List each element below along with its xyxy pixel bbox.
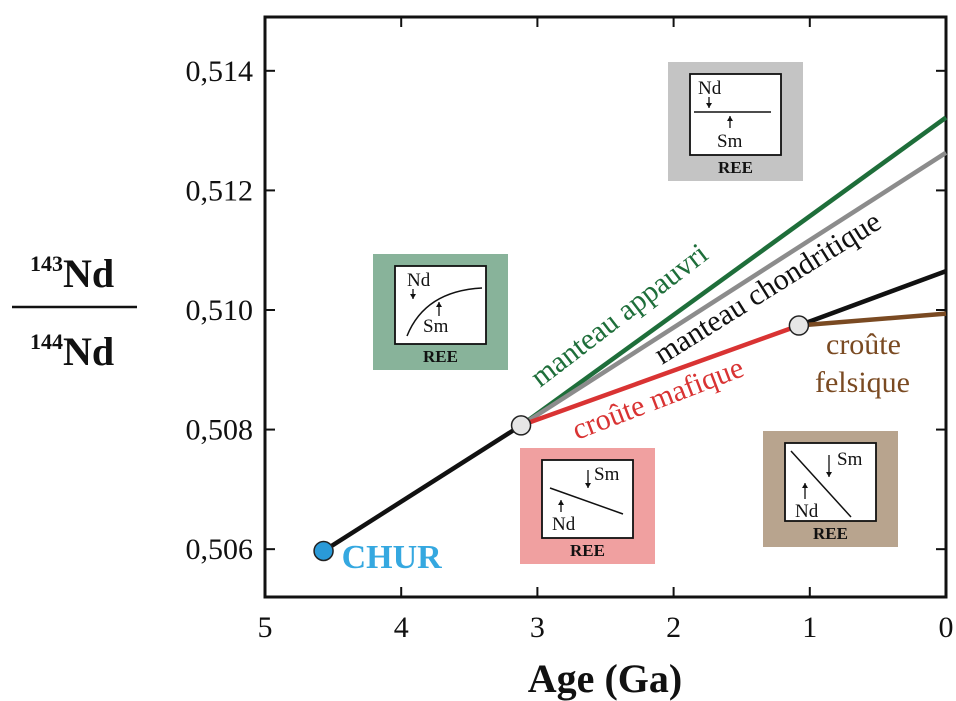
inset-up-arrow-head	[558, 500, 564, 505]
y-tick-label: 0,512	[186, 174, 254, 207]
inset-up-arrow-head	[436, 302, 442, 307]
inset-top-label: Sm	[837, 449, 863, 470]
label-felsic-2: felsique	[815, 366, 910, 399]
inset-red: REE Sm Nd	[520, 448, 655, 564]
inset-down-arrow-head	[585, 483, 591, 488]
inset-bottom-label: Sm	[423, 316, 449, 337]
y-tick-label: 0,508	[186, 414, 254, 447]
inset-brown: REE Sm Nd	[763, 431, 898, 547]
series-lines	[322, 115, 948, 553]
y-axis-bottom-element: Nd	[63, 329, 114, 374]
inset-top-label: Nd	[407, 270, 431, 291]
x-tick-label: 1	[802, 611, 817, 644]
inset-down-arrow-head	[826, 472, 832, 477]
inset-green: REE Nd Sm	[373, 254, 508, 370]
label-felsic-1: croûte	[826, 328, 901, 361]
markers: CHUR	[313, 315, 810, 576]
y-axis-top-mass: 143	[30, 251, 63, 276]
y-tick-label: 0,506	[186, 533, 254, 566]
x-tick-label: 2	[666, 611, 681, 644]
inset-bottom-label: Sm	[717, 131, 743, 152]
series-line-chur-trunk	[322, 423, 523, 553]
marker-branch-point-2	[788, 315, 810, 336]
plot-frame	[263, 15, 948, 599]
inset-down-arrow-head	[410, 294, 416, 299]
inset-top-label: Sm	[594, 464, 620, 485]
series-line-depleted-mantle	[519, 115, 948, 428]
series-line-chondritic-mantle	[519, 150, 948, 428]
series-line-felsic-crust	[798, 311, 947, 328]
svg-text:143Nd: 143Nd	[30, 251, 114, 296]
y-axis-top-element: Nd	[63, 251, 114, 296]
inset-gray: REE Nd Sm	[668, 62, 803, 181]
inset-top-label: Nd	[698, 78, 722, 99]
y-axis-bottom-mass: 144	[30, 329, 63, 354]
inset-ree-label: REE	[570, 541, 605, 560]
inset-panel	[689, 73, 782, 156]
inset-down-arrow-head	[706, 103, 712, 108]
inset-pattern-line	[406, 287, 483, 337]
insets-layer: REE Nd Sm REE Nd Sm REE Sm Nd REE Sm Nd	[373, 62, 898, 564]
chur-label: CHUR	[342, 539, 443, 576]
inset-up-arrow-head	[727, 116, 733, 121]
y-tick-label: 0,510	[186, 294, 254, 327]
series-line-mafic-crust	[520, 323, 800, 428]
marker-branch-point-1	[510, 415, 532, 436]
x-tick-label: 5	[258, 611, 273, 644]
x-axis-title: Age (Ga)	[528, 656, 682, 701]
inset-ree-label: REE	[813, 524, 848, 543]
inset-panel	[784, 442, 877, 522]
x-tick-label: 0	[939, 611, 954, 644]
axis-ticks: 5 4 3 2 1 0 0,506 0,508 0,510 0,512 0,514	[186, 17, 954, 644]
inset-bottom-label: Nd	[795, 501, 819, 522]
y-tick-label: 0,514	[186, 55, 254, 88]
marker-chur-point	[313, 540, 334, 562]
inset-pattern-line	[790, 450, 852, 518]
inset-ree-label: REE	[423, 347, 458, 366]
inset-ree-label: REE	[718, 158, 753, 177]
x-tick-label: 3	[530, 611, 545, 644]
svg-text:144Nd: 144Nd	[30, 329, 114, 374]
inset-up-arrow-head	[802, 483, 808, 488]
y-axis-title: 143Nd 144Nd	[12, 251, 137, 374]
x-tick-label: 4	[394, 611, 409, 644]
series-line-mafic-continuation	[798, 268, 947, 328]
inset-pattern-line	[549, 487, 624, 515]
inset-bottom-label: Nd	[552, 514, 576, 535]
